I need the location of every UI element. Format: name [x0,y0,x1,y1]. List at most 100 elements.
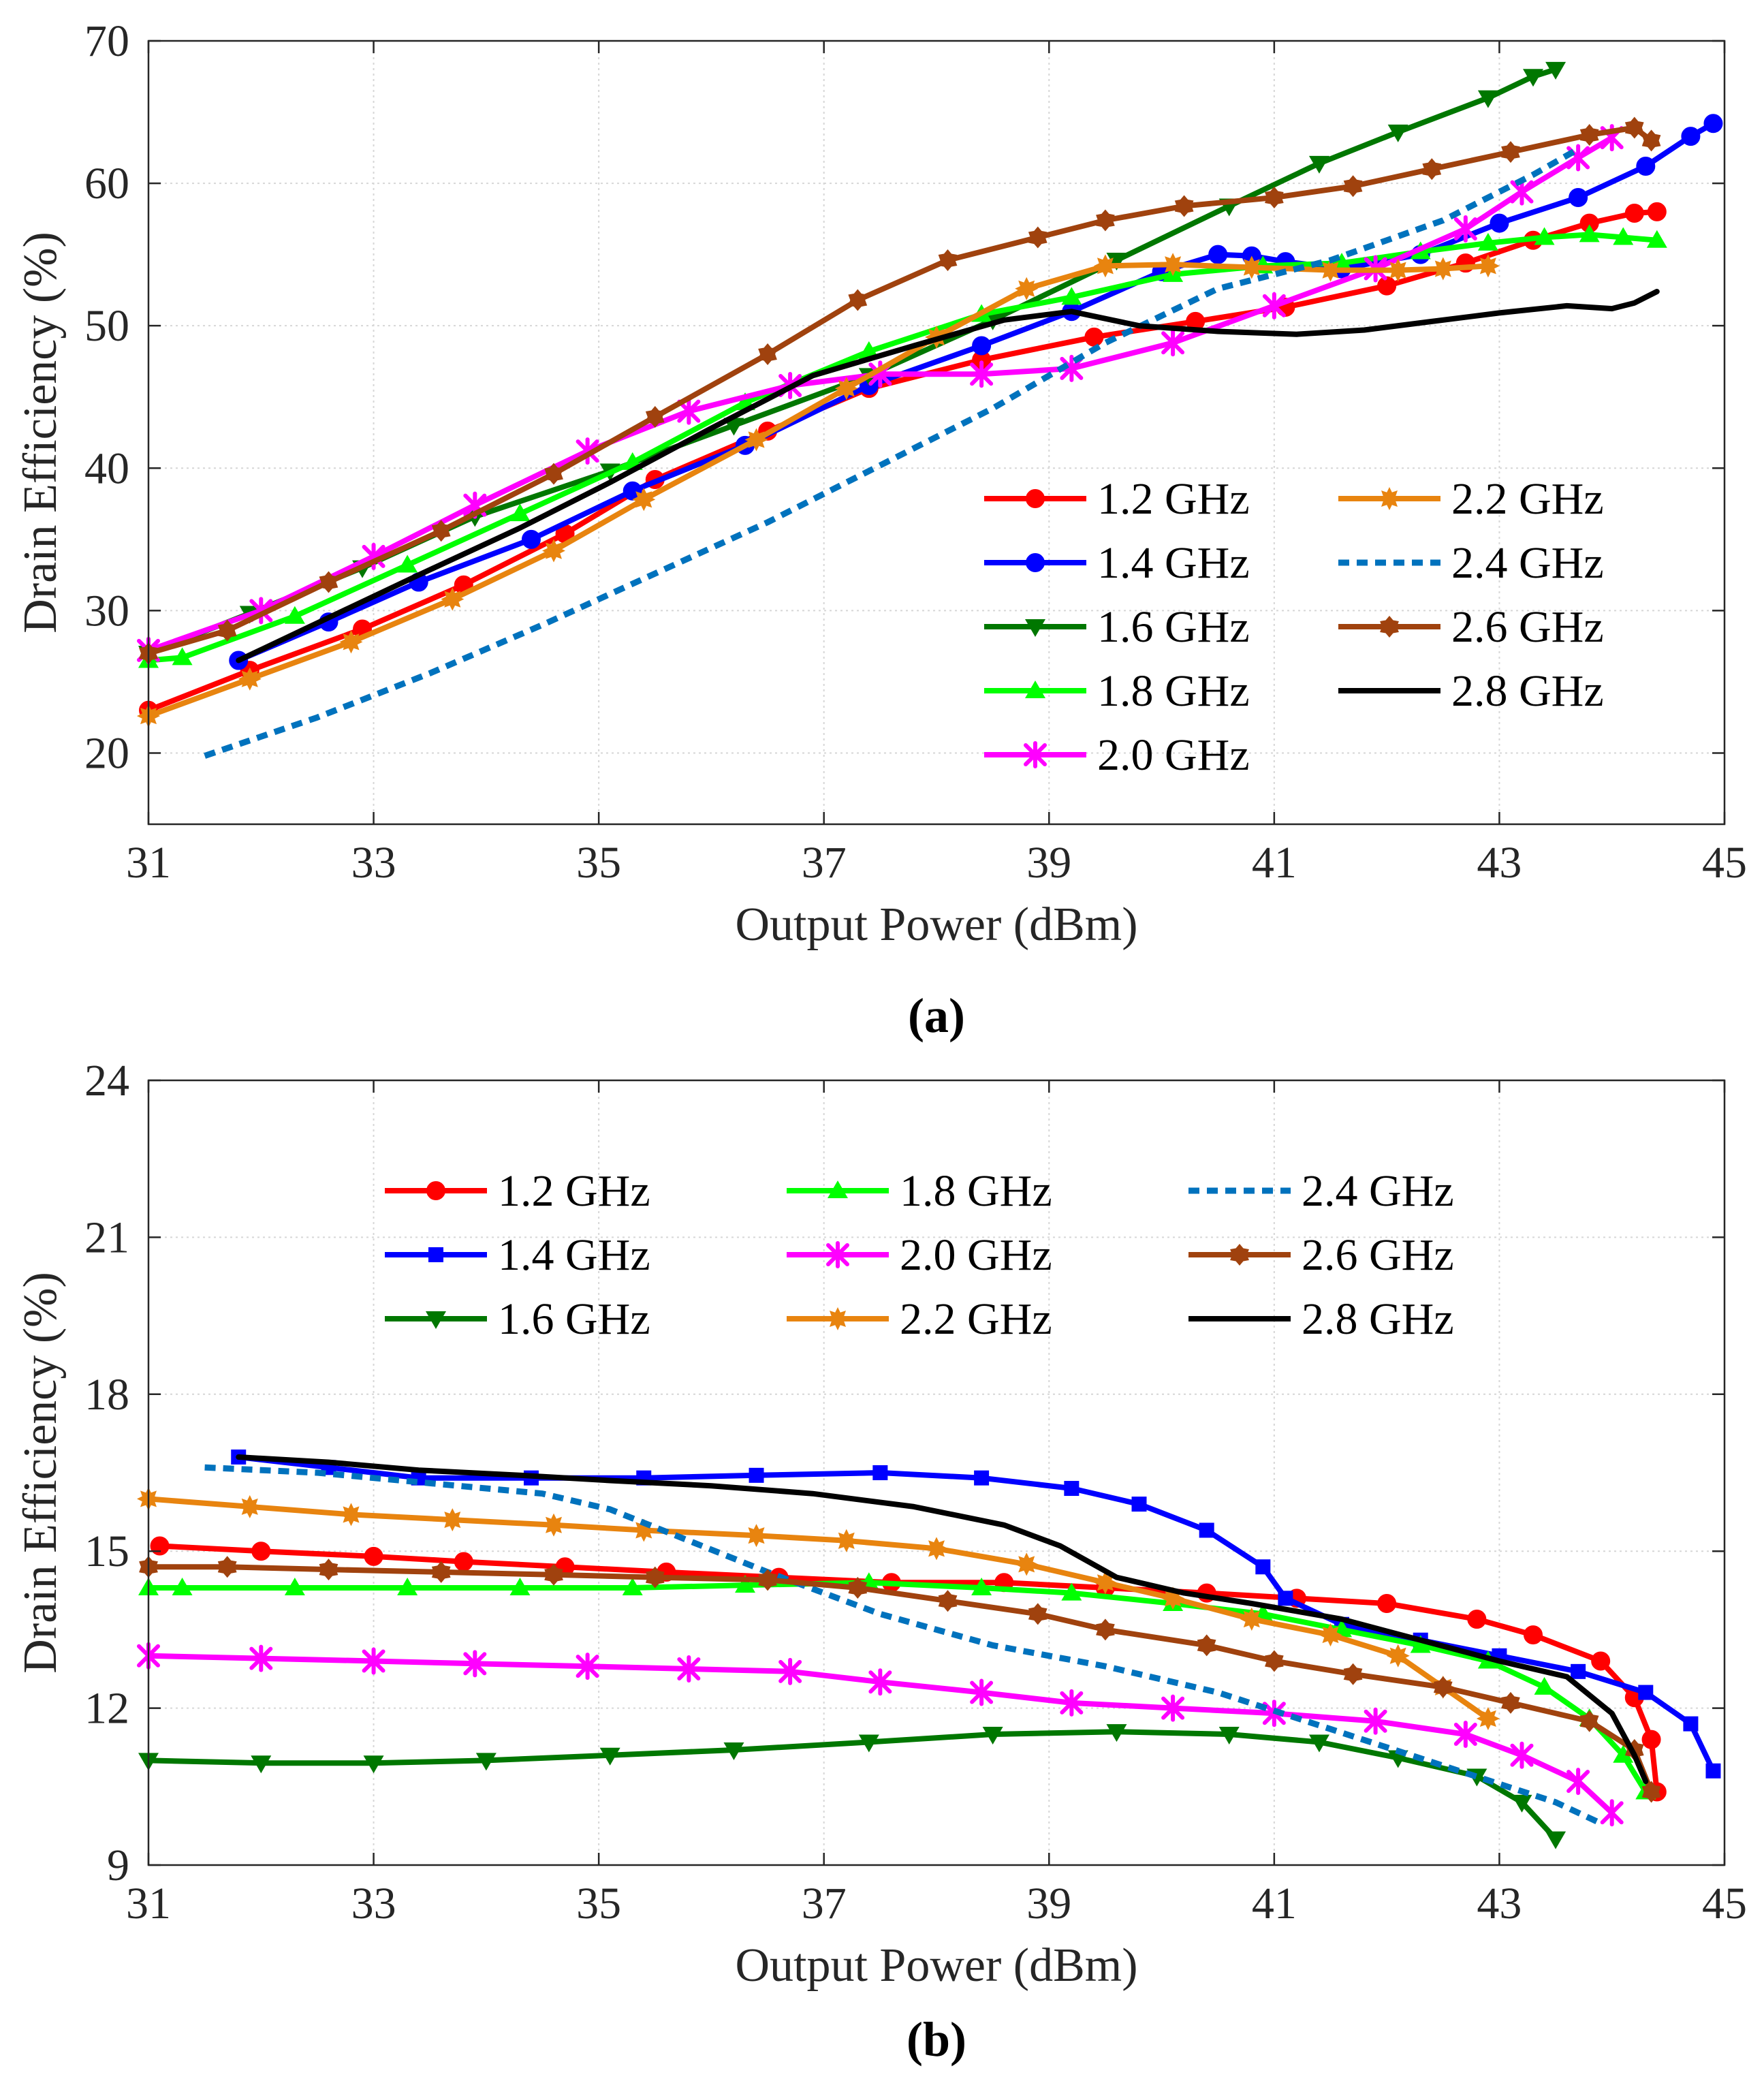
data-point-b-1-4-ghz-6 [872,1465,888,1480]
data-point-b-1-8-ghz-8 [971,1577,992,1595]
data-point-b-1-8-ghz-6 [735,1575,756,1593]
data-point-b-2-2-ghz-12 [1240,1608,1263,1631]
data-point-a-2-2-ghz-7 [834,377,858,401]
legend-marker-a-1-6-ghz [1025,619,1045,637]
data-point-a-2-2-ghz-12 [1240,255,1263,279]
data-point-a-2-6-ghz-10 [1096,209,1115,232]
data-point-a-2-2-ghz-1 [238,667,262,691]
data-point-a-1-4-ghz-15 [1490,213,1509,233]
data-point-b-2-2-ghz-14 [1386,1644,1410,1668]
legend-marker-b-1-2-ghz [426,1181,445,1200]
data-point-b-1-2-ghz-0 [150,1536,170,1556]
data-point-b-1-4-ghz-11 [1255,1559,1271,1575]
y-axis-label-a: Drain Efficiency (%) [14,232,67,633]
data-point-a-2-6-ghz-15 [1501,141,1520,163]
legend-label-b-1-2-ghz: 1.2 GHz [498,1166,650,1216]
x-axis-label-a: Output Power (dBm) [735,898,1137,951]
data-point-b-2-6-ghz-10 [1096,1618,1115,1641]
x-tick-label-b-45: 45 [1702,1879,1747,1928]
data-point-b-1-8-ghz-1 [172,1577,193,1595]
legend-marker-a-1-2-ghz [1026,489,1045,508]
data-point-a-2-6-ghz-8 [938,249,958,271]
data-point-b-2-0-ghz-13 [1453,1721,1477,1748]
data-point-a-2-2-ghz-3 [441,587,464,611]
data-point-b-1-6-ghz-2 [363,1755,384,1774]
data-point-b-1-6-ghz-3 [475,1753,497,1771]
data-point-b-1-8-ghz-3 [397,1577,418,1595]
legend-a: 1.2 GHz 1.4 GHz 1.6 GHz 1.8 GHz 2.0 GHz 2.2 G… [984,474,1604,780]
data-point-b-2-0-ghz-10 [1161,1694,1185,1722]
data-point-a-1-6-ghz-12 [1477,90,1498,108]
data-point-a-1-4-ghz-10 [1208,245,1228,264]
data-point-b-1-6-ghz-7 [982,1727,1003,1744]
data-point-a-1-2-ghz-16 [1624,204,1644,223]
data-point-b-1-8-ghz-2 [284,1577,305,1595]
data-point-a-2-0-ghz-14 [1510,178,1534,206]
data-point-a-2-6-ghz-7 [848,289,868,311]
data-point-a-2-0-ghz-11 [1262,292,1286,319]
data-point-b-2-2-ghz-8 [925,1537,948,1561]
chart-panel-b: 31 33 35 37 39 41 43 45 9 12 15 18 21 24 Output Power … [14,1056,1747,2067]
data-point-b-1-8-ghz-4 [509,1577,531,1595]
data-point-b-2-2-ghz-3 [441,1508,464,1532]
data-point-b-2-2-ghz-2 [339,1503,363,1527]
y-tick-label-a-50: 50 [84,301,129,351]
data-point-b-2-2-ghz-6 [744,1524,768,1548]
data-point-b-2-6-ghz-12 [1265,1650,1284,1672]
data-point-b-1-6-ghz-6 [858,1734,879,1753]
data-point-b-2-0-ghz-14 [1510,1741,1534,1769]
data-point-b-2-6-ghz-18 [1641,1781,1661,1803]
legend-label-a-1-8-ghz: 1.8 GHz [1097,666,1250,716]
data-point-b-1-2-ghz-3 [454,1552,473,1571]
data-point-b-1-4-ghz-10 [1199,1522,1214,1538]
series-line-b-2-8-ghz [236,1454,1649,1785]
data-point-a-2-6-ghz-17 [1624,116,1644,139]
x-tick-label-b-41: 41 [1252,1879,1297,1928]
legend-label-a-1-4-ghz: 1.4 GHz [1097,538,1250,588]
legend-b: 1.2 GHz 1.4 GHz 1.6 GHz 1.8 GHz 2.0 GHz 2.2 G… [385,1166,1454,1344]
data-point-b-1-6-ghz-9 [1218,1727,1240,1744]
data-point-b-2-0-ghz-1 [249,1644,273,1672]
data-point-a-2-0-ghz-8 [970,360,994,388]
data-point-a-2-6-ghz-11 [1174,195,1194,217]
legend-label-b-2-0-ghz: 2.0 GHz [900,1230,1052,1280]
data-point-b-2-6-ghz-11 [1197,1634,1216,1657]
legend-marker-b-1-8-ghz [828,1180,848,1198]
y-tick-label-a-30: 30 [84,586,129,636]
data-point-b-1-6-ghz-13 [1511,1794,1532,1813]
data-point-b-2-6-ghz-16 [1579,1710,1599,1732]
x-tick-label-a-43: 43 [1477,838,1522,888]
x-tick-label-a-31: 31 [126,838,171,888]
data-point-a-2-0-ghz-13 [1453,215,1477,242]
y-tick-label-a-20: 20 [84,728,129,778]
data-point-a-2-2-ghz-9 [1015,277,1039,300]
data-point-b-1-2-ghz-12 [1377,1594,1397,1613]
legend-label-a-2-2-ghz: 2.2 GHz [1451,474,1604,524]
data-point-b-1-4-ghz-18 [1683,1716,1699,1732]
data-point-a-1-6-ghz-13 [1523,69,1544,87]
y-tick-label-b-12: 12 [84,1684,129,1734]
data-point-b-2-6-ghz-5 [645,1566,665,1589]
data-point-a-1-8-ghz-2 [284,606,305,624]
data-point-b-1-4-ghz-19 [1705,1763,1721,1779]
data-point-b-1-4-ghz-12 [1278,1591,1293,1606]
data-point-a-2-6-ghz-1 [217,619,237,642]
plot-area-a [148,41,1724,824]
data-point-b-2-0-ghz-12 [1364,1707,1387,1735]
data-point-a-1-6-ghz-8 [1106,253,1127,270]
data-point-b-2-6-ghz-2 [319,1559,338,1581]
data-point-a-2-6-ghz-2 [319,571,338,593]
data-point-a-1-8-ghz-15 [1534,227,1555,245]
data-point-b-2-6-ghz-9 [1028,1603,1048,1625]
data-point-b-2-2-ghz-16 [1476,1707,1500,1730]
data-point-a-2-6-ghz-14 [1422,158,1442,181]
data-point-b-2-2-ghz-9 [1015,1552,1039,1576]
legend-label-a-1-2-ghz: 1.2 GHz [1097,474,1250,524]
data-point-b-1-8-ghz-15 [1534,1676,1555,1695]
data-point-a-2-2-ghz-16 [1476,254,1500,278]
data-point-b-1-8-ghz-5 [622,1577,643,1595]
axes-frame-b [147,1079,1726,1866]
data-point-b-1-2-ghz-15 [1591,1651,1611,1671]
legend-label-a-2-0-ghz: 2.0 GHz [1097,730,1250,780]
